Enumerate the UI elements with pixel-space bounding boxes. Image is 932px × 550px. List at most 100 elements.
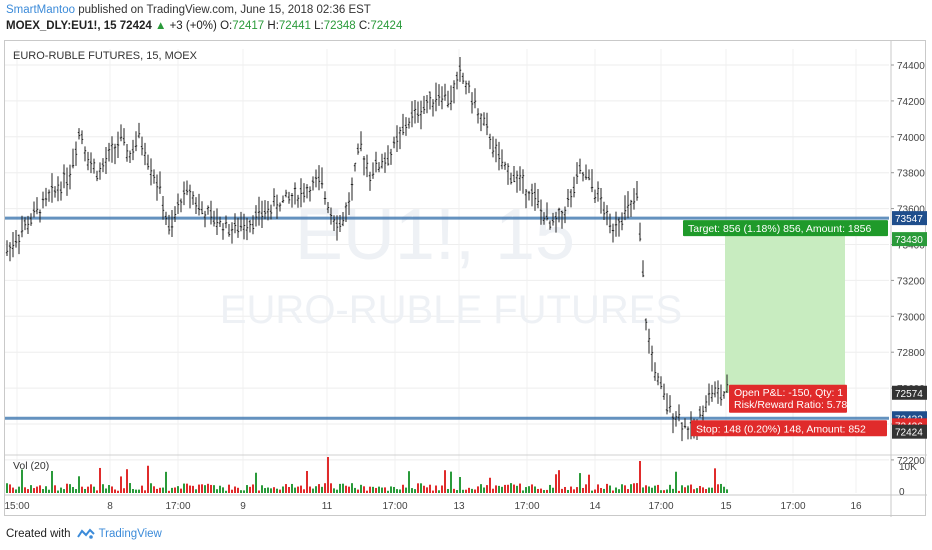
time-tick-label: 14: [589, 501, 601, 512]
volume-bar: [348, 486, 350, 493]
volume-bar: [531, 484, 533, 493]
volume-bar: [582, 487, 584, 493]
volume-bar: [501, 486, 503, 493]
volume-bar: [255, 472, 257, 493]
volume-bar: [252, 484, 254, 493]
volume-bar: [576, 487, 578, 493]
volume-bar: [555, 474, 557, 493]
volume-bar: [297, 486, 299, 493]
volume-bar: [333, 488, 335, 493]
volume-bar: [201, 484, 203, 493]
volume-bar: [300, 485, 302, 493]
volume-bar: [585, 484, 587, 493]
volume-bar: [669, 484, 671, 493]
volume-bar: [189, 485, 191, 493]
volume-bar: [309, 486, 311, 493]
volume-bar: [642, 487, 644, 493]
volume-bar: [498, 485, 500, 493]
volume-bar: [522, 490, 524, 493]
time-tick-label: 17:00: [514, 501, 539, 512]
price-badge-label: 72424: [895, 428, 923, 439]
volume-bar: [504, 484, 506, 493]
volume-bar: [471, 488, 473, 493]
volume-bar: [702, 487, 704, 493]
volume-bar: [147, 465, 149, 493]
volume-bar: [708, 487, 710, 493]
volume-bar: [561, 488, 563, 493]
volume-bar: [303, 489, 305, 493]
volume-bar: [411, 488, 413, 493]
volume-bar: [672, 488, 674, 493]
volume-bar: [351, 483, 353, 493]
volume-bar: [675, 471, 677, 493]
risk-reward-label: Risk/Reward Ratio: 5.78: [734, 399, 847, 411]
volume-bar: [30, 485, 32, 493]
volume-bar: [609, 485, 611, 493]
volume-bar: [387, 490, 389, 493]
volume-bar: [231, 489, 233, 493]
volume-bar: [21, 469, 23, 493]
price-badge: [892, 385, 927, 400]
volume-bar: [492, 488, 494, 493]
volume-bar: [291, 483, 293, 493]
volume-bar: [84, 488, 86, 493]
volume-bar: [354, 487, 356, 493]
volume-bar: [564, 486, 566, 493]
volume-bar: [282, 486, 284, 493]
volume-bar: [369, 486, 371, 493]
volume-bar: [495, 485, 497, 493]
volume-bar: [81, 486, 83, 493]
symbol-name[interactable]: MOEX_DLY:EU1!, 15: [6, 20, 117, 32]
volume-bar: [606, 483, 608, 493]
ohlc-close: C:72424: [359, 20, 402, 32]
author-link[interactable]: SmartMantoo: [6, 4, 76, 16]
volume-bar: [540, 488, 542, 493]
low-value: 72348: [323, 20, 356, 32]
volume-bar: [36, 486, 38, 493]
volume-bar: [294, 487, 296, 493]
up-arrow-icon: ▲: [154, 20, 167, 32]
volume-bar: [468, 487, 470, 493]
volume-bar: [621, 484, 623, 493]
price-badge-label: 73547: [895, 214, 923, 225]
volume-bar: [546, 489, 548, 493]
stop-label-box: [691, 420, 887, 437]
volume-bar: [651, 487, 653, 493]
volume-bar: [168, 490, 170, 493]
volume-bar: [192, 485, 194, 493]
volume-bar: [195, 489, 197, 493]
open-pnl-label: Open P&L: -150, Qty: 1: [734, 387, 843, 399]
volume-bar: [123, 488, 125, 493]
volume-bar: [258, 490, 260, 493]
symbol-line: MOEX_DLY:EU1!, 15 72424 ▲ +3 (+0%) O:724…: [6, 20, 402, 32]
volume-bar: [165, 471, 167, 493]
time-tick-label: 13: [453, 501, 465, 512]
publish-text: published on TradingView.com, June 15, 2…: [78, 4, 371, 16]
volume-bar: [273, 487, 275, 493]
volume-bar: [105, 488, 107, 493]
volume-bar: [663, 490, 665, 493]
volume-bar: [600, 487, 602, 493]
volume-bar: [12, 487, 14, 493]
volume-bar: [615, 487, 617, 493]
volume-bar: [405, 487, 407, 493]
volume-bar: [573, 489, 575, 493]
price-chart[interactable]: EU1!, 15 EURO-RUBLE FUTURES EURO-RUBLE FUT…: [5, 41, 927, 517]
volume-bar: [459, 477, 461, 493]
chart-area[interactable]: EU1!, 15 EURO-RUBLE FUTURES EURO-RUBLE FUT…: [4, 40, 927, 517]
volume-bar: [72, 487, 74, 493]
time-tick-label: 17:00: [780, 501, 805, 512]
tradingview-brand[interactable]: TradingView: [76, 528, 162, 540]
volume-bar: [393, 486, 395, 493]
volume-bar: [591, 490, 593, 493]
volume-bar: [480, 484, 482, 493]
volume-bar: [342, 483, 344, 493]
volume-bar: [159, 487, 161, 493]
volume-bar: [513, 484, 515, 493]
volume-bar: [357, 489, 359, 493]
volume-bar: [69, 484, 71, 493]
volume-bar: [306, 470, 308, 493]
time-tick-label: 17:00: [382, 501, 407, 512]
close-label: C:: [358, 20, 371, 32]
volume-bar: [237, 487, 239, 493]
